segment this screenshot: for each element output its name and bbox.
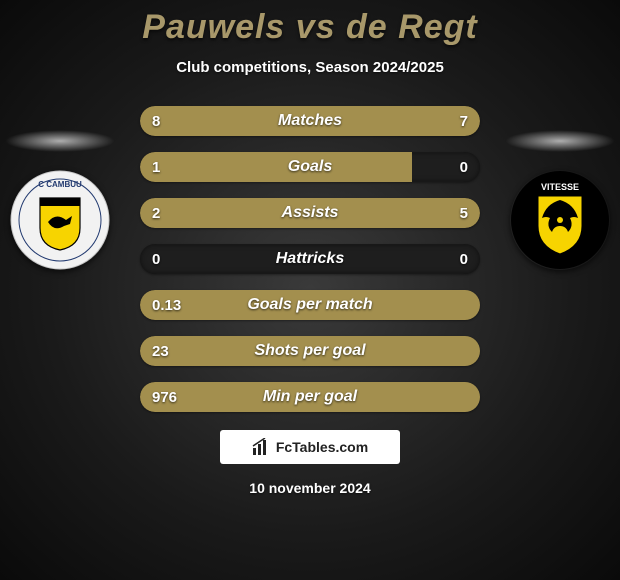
stat-fill-left <box>140 198 239 228</box>
player-left-shadow <box>5 130 115 152</box>
club-badge-left: C CAMBUU <box>10 170 110 270</box>
stat-value-left: 0 <box>152 244 160 274</box>
svg-text:VITESSE: VITESSE <box>541 182 579 192</box>
stat-row: 87Matches <box>140 106 480 136</box>
club-badge-right: VITESSE <box>510 170 610 270</box>
stat-row: 25Assists <box>140 198 480 228</box>
player-left-column: C CAMBUU <box>0 130 120 270</box>
stat-row: 0 0Hattricks <box>140 244 480 274</box>
stat-fill-left <box>140 336 480 366</box>
subtitle: Club competitions, Season 2024/2025 <box>0 59 620 76</box>
stat-row: 0.13Goals per match <box>140 290 480 320</box>
brand-badge: FcTables.com <box>220 430 400 464</box>
vitesse-crest-icon: VITESSE <box>510 170 610 270</box>
cambuur-crest-icon: C CAMBUU <box>10 170 110 270</box>
stat-fill-left <box>140 106 320 136</box>
stat-fill-left <box>140 290 480 320</box>
stat-fill-right <box>320 106 480 136</box>
stat-fill-right <box>239 198 480 228</box>
stat-fill-left <box>140 382 480 412</box>
stat-value-right: 0 <box>460 244 468 274</box>
stat-row: 976Min per goal <box>140 382 480 412</box>
brand-label: FcTables.com <box>276 439 368 455</box>
stat-label: Hattricks <box>140 244 480 274</box>
stat-row: 10Goals <box>140 152 480 182</box>
page-title: Pauwels vs de Regt <box>0 8 620 47</box>
stat-fill-left <box>140 152 412 182</box>
svg-text:C CAMBUU: C CAMBUU <box>38 180 82 189</box>
player-right-column: VITESSE <box>500 130 620 270</box>
player-right-shadow <box>505 130 615 152</box>
chart-icon <box>252 438 270 456</box>
stats-bars: 87Matches10Goals25Assists00Hattricks0.13… <box>140 106 480 412</box>
stat-value-right: 0 <box>460 152 468 182</box>
stat-row: 23Shots per goal <box>140 336 480 366</box>
date-label: 10 november 2024 <box>0 480 620 496</box>
